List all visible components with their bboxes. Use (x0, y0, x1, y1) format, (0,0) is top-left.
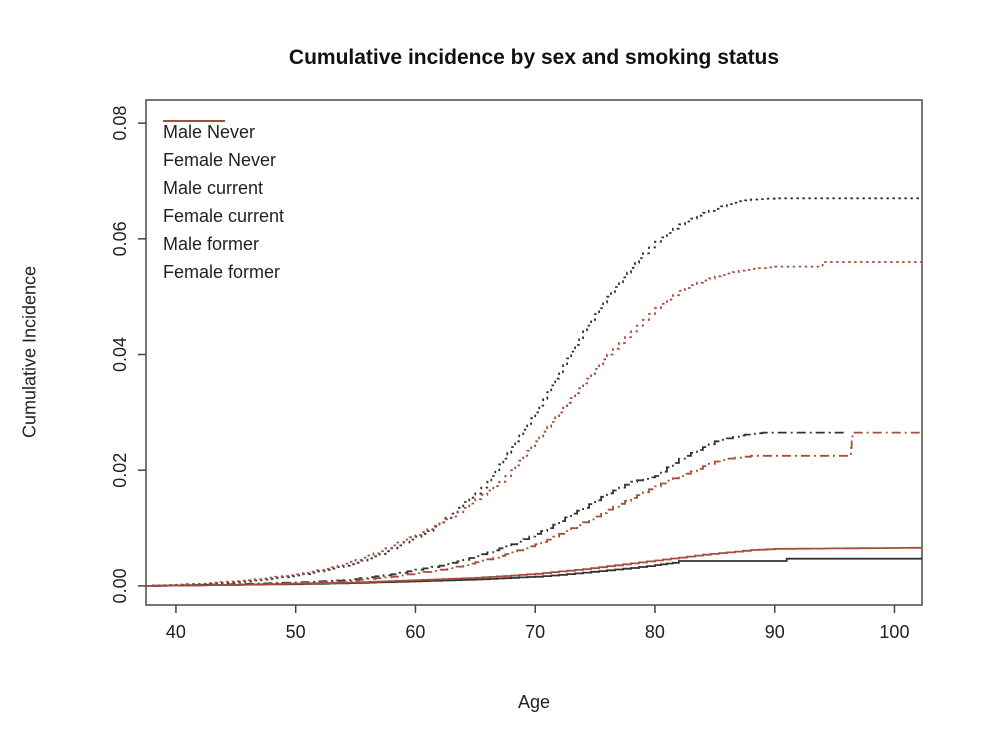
plot-border (145, 99, 923, 606)
legend-label: Female Never (163, 149, 277, 170)
x-tick-label: 60 (405, 622, 425, 642)
x-tick-label: 70 (525, 622, 545, 642)
x-tick-label: 80 (645, 622, 665, 642)
legend-item: Female current (163, 120, 285, 230)
legend-label: Male Never (163, 121, 256, 142)
x-tick-label: 40 (166, 622, 186, 642)
y-tick-label: 0.02 (110, 453, 130, 488)
series-path-male-former (146, 431, 847, 587)
x-tick-label: 90 (765, 622, 785, 642)
y-tick-label: 0.00 (110, 568, 130, 603)
x-tick-label: 50 (286, 622, 306, 642)
chart-title: Cumulative incidence by sex and smoking … (288, 46, 780, 69)
legend-label: Female former (163, 261, 281, 282)
legend-item: Female former (163, 120, 284, 286)
legend-item: Female Never (163, 120, 284, 174)
y-tick-label: 0.06 (110, 221, 130, 256)
legend-line-sample (163, 120, 225, 122)
legend-label: Male former (163, 233, 260, 254)
legend-label: Female current (163, 205, 285, 226)
series-path-male-current (146, 197, 922, 587)
x-tick-label: 100 (879, 622, 909, 642)
y-tick-label: 0.04 (110, 337, 130, 372)
legend-label: Male current (163, 177, 264, 198)
legend-item: Male current (163, 120, 284, 202)
series-path-male-never (146, 557, 922, 587)
y-tick-label: 0.08 (110, 106, 130, 141)
series-path-female-current (146, 261, 922, 587)
legend-item: Male former (163, 120, 284, 258)
series-path-female-former (146, 431, 922, 587)
legend: Male Never Female Never Male current Female… (163, 118, 284, 286)
x-axis-title: Age (517, 692, 551, 712)
